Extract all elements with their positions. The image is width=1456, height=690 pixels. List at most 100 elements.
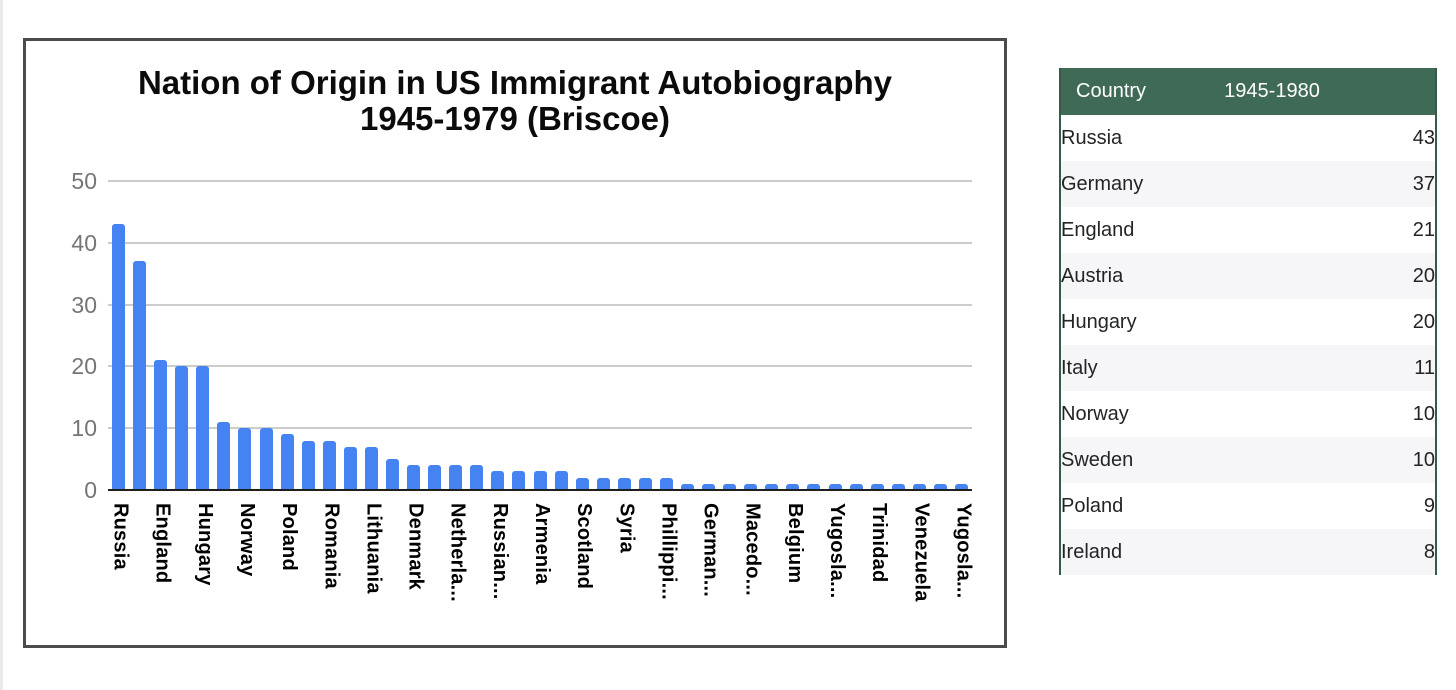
y-axis-label: 10 bbox=[71, 415, 97, 442]
bar[interactable] bbox=[828, 483, 842, 490]
bar[interactable] bbox=[912, 483, 926, 490]
table-row: Hungary 20 bbox=[1060, 299, 1436, 345]
x-axis-label: Yugosla... bbox=[952, 503, 975, 599]
bar[interactable] bbox=[385, 459, 399, 490]
summary-table-card: Country 1945-1980 Russia 43 Germany 37 Engla… bbox=[1059, 68, 1437, 575]
table-cell-value: 20 bbox=[1412, 310, 1435, 333]
table-cell-value: 9 bbox=[1423, 494, 1435, 517]
bar[interactable] bbox=[744, 483, 758, 490]
table-row: Italy 11 bbox=[1060, 345, 1436, 391]
bar[interactable] bbox=[596, 477, 610, 490]
gridline bbox=[108, 427, 972, 430]
table-row: Austria 20 bbox=[1060, 253, 1436, 299]
bar[interactable] bbox=[428, 465, 442, 490]
bar[interactable] bbox=[617, 477, 631, 490]
x-axis-label: Yugosla... bbox=[826, 503, 849, 599]
table-cell-value: 8 bbox=[1423, 540, 1435, 563]
bar[interactable] bbox=[807, 483, 821, 490]
chart-title-line1: Nation of Origin in US Immigrant Autobio… bbox=[137, 64, 893, 101]
y-axis-label: 50 bbox=[71, 168, 97, 194]
table-cell-country: Austria bbox=[1061, 264, 1124, 287]
table-cell-country: Ireland bbox=[1061, 540, 1123, 563]
x-axis-label: Phillippi... bbox=[657, 503, 680, 600]
gridline bbox=[108, 365, 972, 368]
x-axis-label: Macedo... bbox=[741, 503, 764, 596]
bar[interactable] bbox=[891, 483, 905, 490]
table-cell-country: Sweden bbox=[1061, 448, 1134, 471]
bar[interactable] bbox=[954, 483, 968, 490]
gridline bbox=[108, 241, 972, 244]
bar[interactable] bbox=[322, 440, 336, 490]
x-axis-label: Armenia bbox=[531, 503, 553, 585]
table-cell-value: 20 bbox=[1412, 264, 1435, 287]
gridline bbox=[108, 180, 972, 182]
gridline bbox=[108, 303, 972, 306]
table-row: Poland 9 bbox=[1060, 483, 1436, 529]
bar[interactable] bbox=[407, 465, 421, 490]
y-axis-label: 0 bbox=[84, 477, 97, 503]
bar[interactable] bbox=[238, 428, 252, 490]
bar[interactable] bbox=[638, 477, 652, 490]
bar[interactable] bbox=[154, 360, 168, 490]
bar[interactable] bbox=[449, 465, 463, 490]
table-cell-country: Italy bbox=[1061, 356, 1098, 379]
bar[interactable] bbox=[554, 471, 568, 490]
bar[interactable] bbox=[470, 465, 484, 490]
bar[interactable] bbox=[280, 434, 294, 490]
table-cell-value: 43 bbox=[1412, 126, 1435, 149]
bar[interactable] bbox=[512, 471, 526, 490]
table-row: Norway 10 bbox=[1060, 391, 1436, 437]
bar[interactable] bbox=[786, 483, 800, 490]
x-axis-label: Lithuania bbox=[362, 503, 385, 594]
bar[interactable] bbox=[259, 428, 273, 490]
bar[interactable] bbox=[364, 446, 378, 490]
table-row: England 21 bbox=[1060, 207, 1436, 253]
x-axis-label: Venezuela bbox=[910, 503, 933, 602]
table-cell-country: Germany bbox=[1061, 172, 1144, 195]
bar[interactable] bbox=[196, 366, 210, 490]
bar[interactable] bbox=[175, 366, 189, 490]
bar[interactable] bbox=[133, 261, 147, 490]
table-cell-value: 37 bbox=[1412, 172, 1435, 195]
x-axis-label: Scotland bbox=[573, 503, 596, 590]
bar[interactable] bbox=[491, 471, 505, 490]
x-axis-label: Belgium bbox=[783, 503, 806, 584]
bar[interactable] bbox=[659, 477, 673, 490]
bar[interactable] bbox=[343, 446, 357, 490]
y-axis-label: 30 bbox=[71, 291, 97, 318]
table-cell-value: 11 bbox=[1414, 356, 1435, 379]
bar[interactable] bbox=[702, 483, 716, 490]
table-cell-value: 10 bbox=[1412, 402, 1435, 425]
x-axis-label: Trinidad bbox=[868, 503, 891, 583]
table-row: Ireland 8 bbox=[1060, 529, 1436, 575]
table-cell-country: Norway bbox=[1061, 402, 1129, 425]
bar[interactable] bbox=[681, 483, 694, 490]
table-row: Sweden 10 bbox=[1060, 437, 1436, 483]
bar[interactable] bbox=[870, 483, 884, 490]
x-axis-label: Russian... bbox=[488, 503, 511, 600]
bar[interactable] bbox=[723, 483, 737, 490]
table-cell-country: England bbox=[1061, 218, 1135, 241]
bar[interactable] bbox=[849, 483, 863, 490]
bar[interactable] bbox=[217, 422, 231, 490]
x-axis-label: England bbox=[151, 503, 174, 584]
chart-title-line2: 1945-1979 (Briscoe) bbox=[359, 100, 671, 137]
bar-chart-plot: 0 10 20 30 40 50 Russia England Hungary Norway Po… bbox=[71, 169, 974, 602]
chart-title: Nation of Origin in US Immigrant Autobio… bbox=[26, 65, 1004, 137]
bar[interactable] bbox=[575, 477, 589, 490]
table-cell-value: 21 bbox=[1412, 218, 1435, 241]
x-axis-label: Norway bbox=[235, 503, 258, 577]
table-row: Germany 37 bbox=[1060, 161, 1436, 207]
y-axis-label: 20 bbox=[71, 353, 97, 380]
table-cell-value: 10 bbox=[1412, 448, 1435, 471]
bar[interactable] bbox=[765, 483, 779, 490]
table-header-row: Country 1945-1980 bbox=[1060, 68, 1436, 115]
bar[interactable] bbox=[112, 224, 126, 490]
bar[interactable] bbox=[301, 440, 315, 490]
bar[interactable] bbox=[533, 471, 547, 490]
table-body: Russia 43 Germany 37 England 21 Austria 20 Hunga… bbox=[1060, 115, 1436, 575]
table-cell-country: Poland bbox=[1061, 494, 1124, 517]
page-edge-strip bbox=[0, 0, 3, 690]
bar[interactable] bbox=[933, 483, 947, 490]
